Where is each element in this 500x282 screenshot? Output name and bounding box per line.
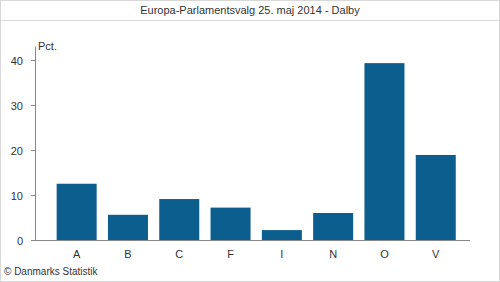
chart-svg: Europa-Parlamentsvalg 25. maj 2014 - Dal… [0, 0, 500, 282]
x-tick-label: A [73, 248, 81, 260]
title-separator [0, 20, 500, 21]
bars [57, 63, 456, 240]
x-tick-label: I [280, 248, 283, 260]
bar [159, 199, 199, 240]
source: © Danmarks Statistik [4, 266, 99, 277]
x-axis [31, 240, 470, 241]
y-tick-label: 20 [11, 145, 23, 157]
frame [1, 1, 500, 282]
y-tick-label: 30 [11, 100, 23, 112]
bar [416, 155, 456, 240]
x-tick-label: N [329, 248, 337, 260]
x-tick-label: F [227, 248, 234, 260]
y-tick [31, 195, 35, 196]
title: Europa-Parlamentsvalg 25. maj 2014 - Dal… [140, 4, 360, 16]
x-tick-label: V [432, 248, 440, 260]
x-tick-label: B [124, 248, 131, 260]
chart-container: Europa-Parlamentsvalg 25. maj 2014 - Dal… [0, 0, 500, 282]
y-axis [35, 47, 36, 241]
y-tick [31, 105, 35, 106]
y-tick-label: 10 [11, 190, 23, 202]
y-tick [31, 60, 35, 61]
y-tick-label: 0 [17, 235, 23, 247]
bar [364, 63, 404, 240]
bar [108, 215, 148, 240]
x-tick-label: C [175, 248, 183, 260]
y-tick [31, 150, 35, 151]
bar [57, 184, 97, 240]
y-tick-label: 40 [11, 55, 23, 67]
bar [262, 230, 302, 240]
bar [313, 213, 353, 240]
y-axis-label: Pct. [38, 40, 57, 52]
bar [211, 208, 251, 240]
x-tick-label: O [380, 248, 389, 260]
